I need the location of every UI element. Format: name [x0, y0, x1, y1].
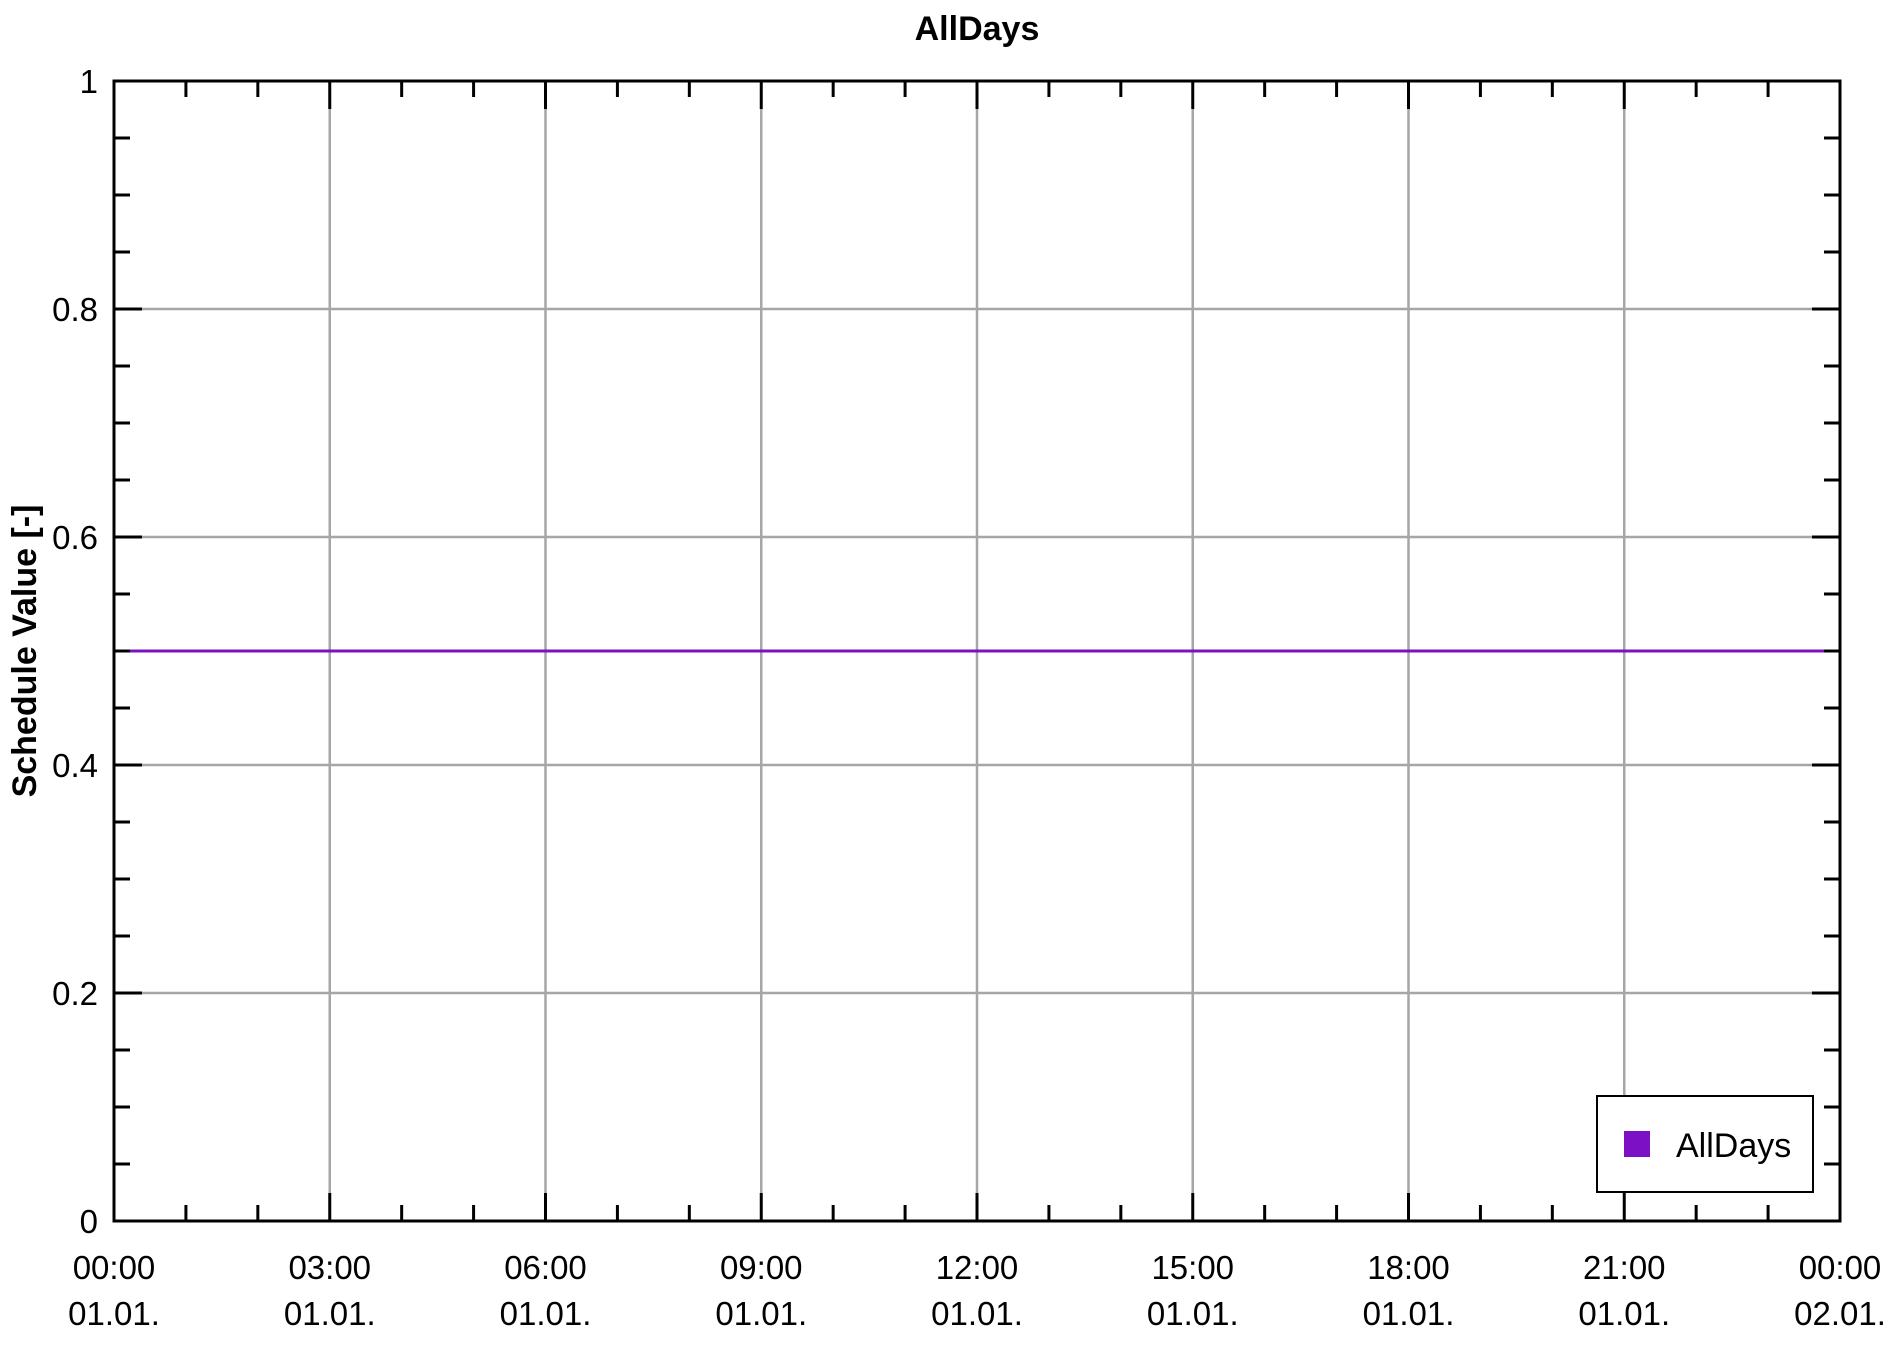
x-tick-label-time: 03:00: [288, 1249, 371, 1286]
legend-label-alldays: AllDays: [1676, 1127, 1791, 1165]
y-tick-label: 0.4: [52, 747, 98, 784]
x-tick-label-time: 15:00: [1151, 1249, 1234, 1286]
x-tick-label-date: 01.01.: [715, 1295, 807, 1332]
minor-ticks: [114, 81, 1840, 1221]
x-tick-label-time: 06:00: [504, 1249, 587, 1286]
y-axis-ticks: 0 0.2 0.4 0.6 0.8 1: [52, 63, 1840, 1240]
x-tick-label-date: 01.01.: [68, 1295, 160, 1332]
x-tick-label-date: 01.01.: [1147, 1295, 1239, 1332]
y-tick-label: 0.6: [52, 519, 98, 556]
x-tick-label-date: 01.01.: [1578, 1295, 1670, 1332]
x-tick-label-time: 12:00: [936, 1249, 1019, 1286]
x-tick-label-time: 09:00: [720, 1249, 803, 1286]
x-tick-label-date: 01.01.: [284, 1295, 376, 1332]
x-tick-label-date: 01.01.: [1363, 1295, 1455, 1332]
legend-swatch-alldays: [1624, 1131, 1650, 1157]
x-tick-label-time: 00:00: [1799, 1249, 1882, 1286]
y-tick-label: 0: [80, 1203, 98, 1240]
x-tick-label-time: 00:00: [73, 1249, 156, 1286]
y-tick-label: 0.2: [52, 975, 98, 1012]
y-tick-label: 0.8: [52, 291, 98, 328]
x-axis-ticks: 00:0001.01.03:0001.01.06:0001.01.09:0001…: [68, 81, 1886, 1332]
x-tick-label-time: 21:00: [1583, 1249, 1666, 1286]
legend: AllDays: [1596, 1095, 1814, 1193]
chart-title: AllDays: [915, 10, 1040, 48]
x-tick-label-date: 01.01.: [500, 1295, 592, 1332]
x-tick-label-time: 18:00: [1367, 1249, 1450, 1286]
x-tick-label-date: 02.01.: [1794, 1295, 1886, 1332]
y-axis-title: Schedule Value [-]: [6, 505, 44, 798]
y-tick-label: 1: [80, 63, 98, 100]
x-tick-label-date: 01.01.: [931, 1295, 1023, 1332]
